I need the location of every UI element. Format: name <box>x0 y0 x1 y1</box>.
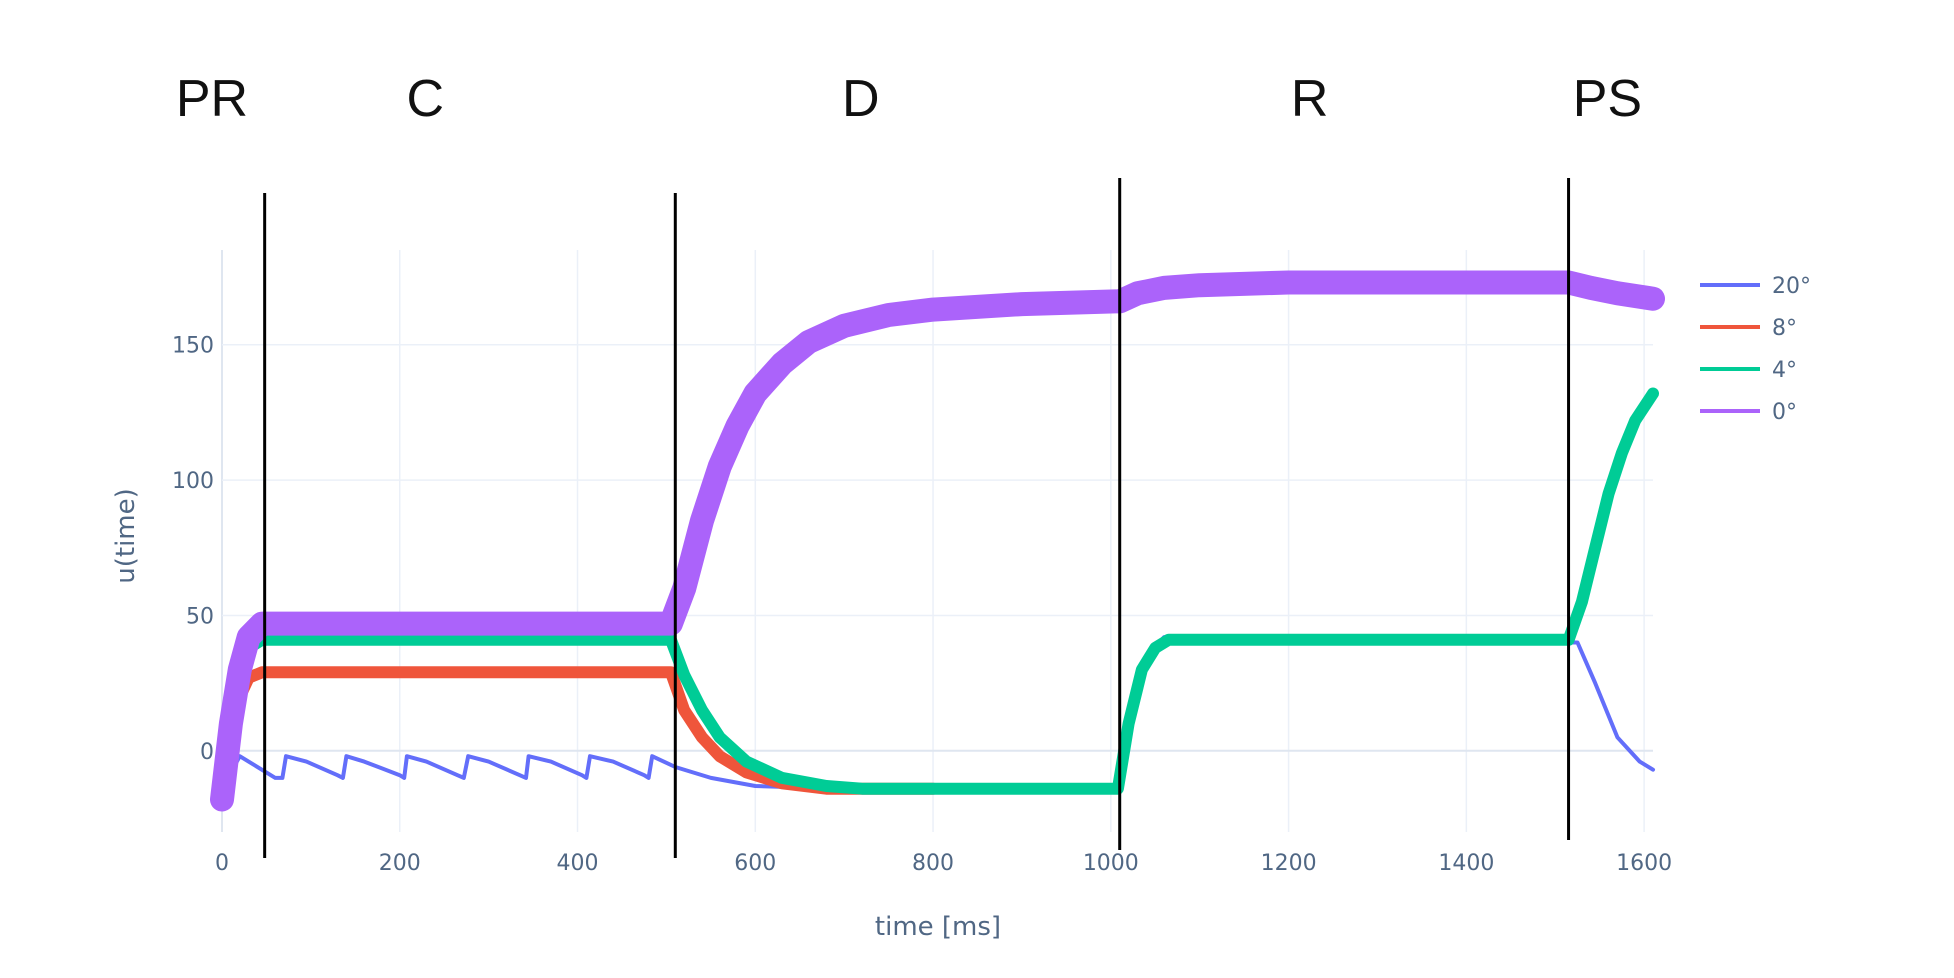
legend-label: 8° <box>1772 316 1797 341</box>
phase-label: C <box>407 70 445 128</box>
legend-label: 0° <box>1772 400 1797 425</box>
x-axis-title: time [ms] <box>875 912 1001 942</box>
legend-label: 20° <box>1772 274 1811 299</box>
y-tick-label: 150 <box>172 334 214 359</box>
phase-label: PR <box>176 70 248 128</box>
legend-item[interactable]: 0° <box>1700 400 1797 425</box>
y-axis-title: u(time) <box>111 488 141 584</box>
y-tick-label: 50 <box>186 604 214 629</box>
x-tick-label: 600 <box>734 851 776 876</box>
x-tick-label: 0 <box>215 851 229 876</box>
x-tick-label: 800 <box>912 851 954 876</box>
x-tick-label: 400 <box>557 851 599 876</box>
phase-label: R <box>1291 70 1329 128</box>
y-tick-label: 0 <box>200 740 214 765</box>
legend-label: 4° <box>1772 358 1797 383</box>
x-tick-label: 1400 <box>1438 851 1494 876</box>
series-line-2 <box>216 387 1659 806</box>
x-tick-label: 1600 <box>1616 851 1672 876</box>
series-layer <box>210 270 1665 812</box>
phase-label: D <box>842 70 880 128</box>
y-tick-label: 100 <box>172 469 214 494</box>
x-tick-label: 1000 <box>1083 851 1139 876</box>
series-line-0 <box>220 635 1655 802</box>
grid <box>221 250 1653 832</box>
x-tick-label: 1200 <box>1261 851 1317 876</box>
legend-item[interactable]: 20° <box>1700 274 1811 299</box>
phase-label: PS <box>1573 70 1642 128</box>
phase-layer: PR C D R PS <box>176 70 1642 858</box>
legend-item[interactable]: 8° <box>1700 316 1797 341</box>
legend-item[interactable]: 4° <box>1700 358 1797 383</box>
series-line-3 <box>210 270 1665 812</box>
legend[interactable]: 20° 8° 4° 0° <box>1700 274 1811 425</box>
x-tick-label: 200 <box>379 851 421 876</box>
tick-layer: 0 200 400 600 800 1000 1200 1400 1600 0 50 100 150 <box>172 334 1672 876</box>
